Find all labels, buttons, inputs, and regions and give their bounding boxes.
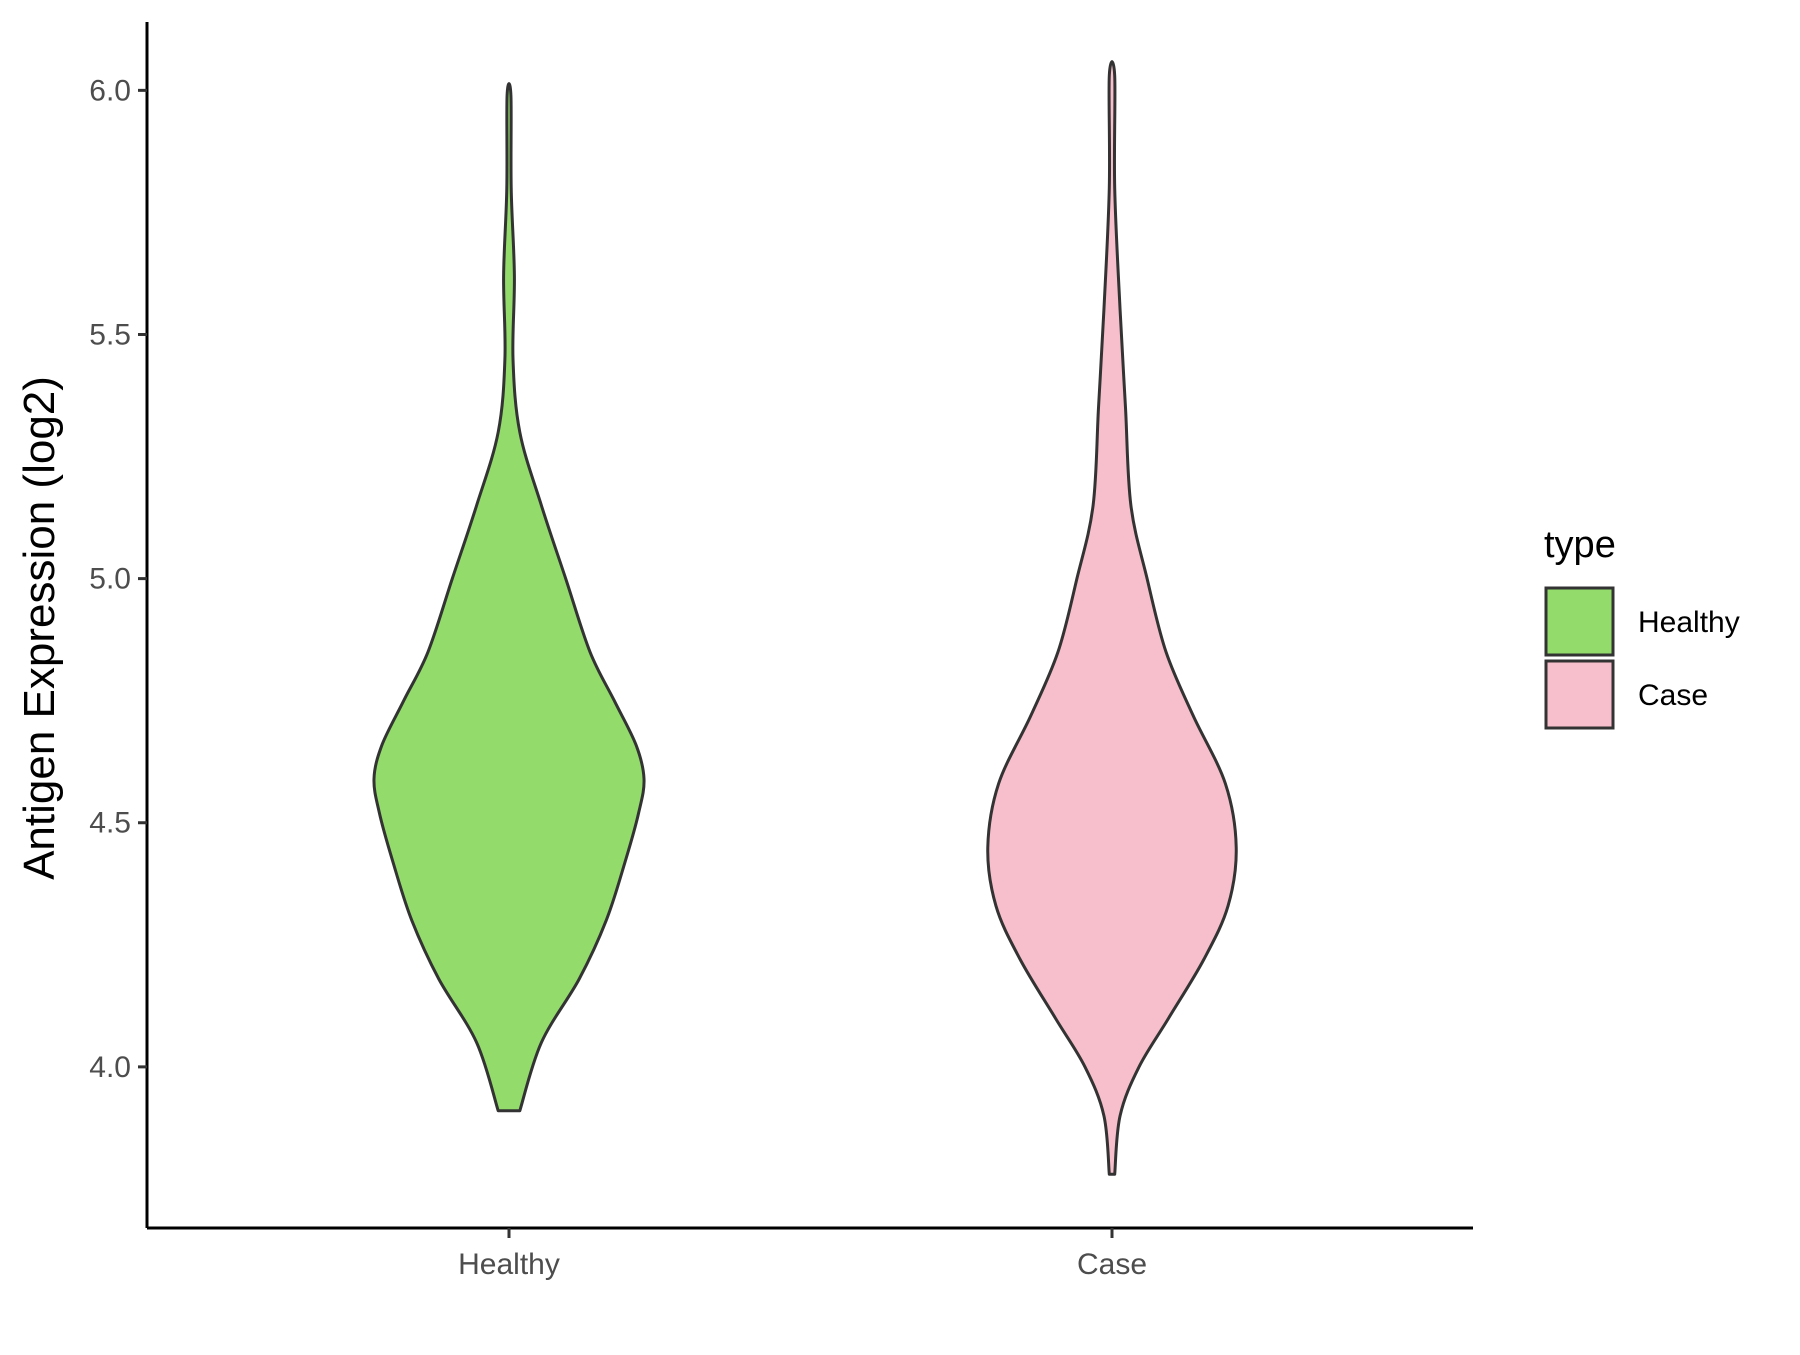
y-tick-label: 5.0 <box>89 563 131 596</box>
y-tick-label: 4.5 <box>89 807 131 840</box>
legend-title: type <box>1544 524 1616 566</box>
y-tick-label: 6.0 <box>89 74 131 107</box>
y-tick-label: 5.5 <box>89 318 131 351</box>
y-tick-label: 4.0 <box>89 1051 131 1084</box>
legend-key-healthy <box>1544 586 1615 657</box>
x-tick-label: Healthy <box>458 1248 560 1281</box>
y-axis-ticks: 4.0 4.5 5.0 5.5 6.0 <box>89 74 147 1084</box>
legend-label-case: Case <box>1638 679 1708 712</box>
legend-label-healthy: Healthy <box>1638 606 1740 639</box>
legend: type Healthy Case <box>1544 524 1740 730</box>
y-axis-title: Antigen Expression (log2) <box>15 376 64 880</box>
violin-layer <box>372 60 1238 1176</box>
x-tick-label: Case <box>1077 1248 1147 1281</box>
legend-key-case <box>1544 659 1615 730</box>
legend-entries: Healthy Case <box>1544 586 1740 730</box>
violin-healthy <box>372 82 646 1113</box>
violin-case <box>986 60 1238 1176</box>
x-axis-ticks: Healthy Case <box>458 1228 1147 1281</box>
